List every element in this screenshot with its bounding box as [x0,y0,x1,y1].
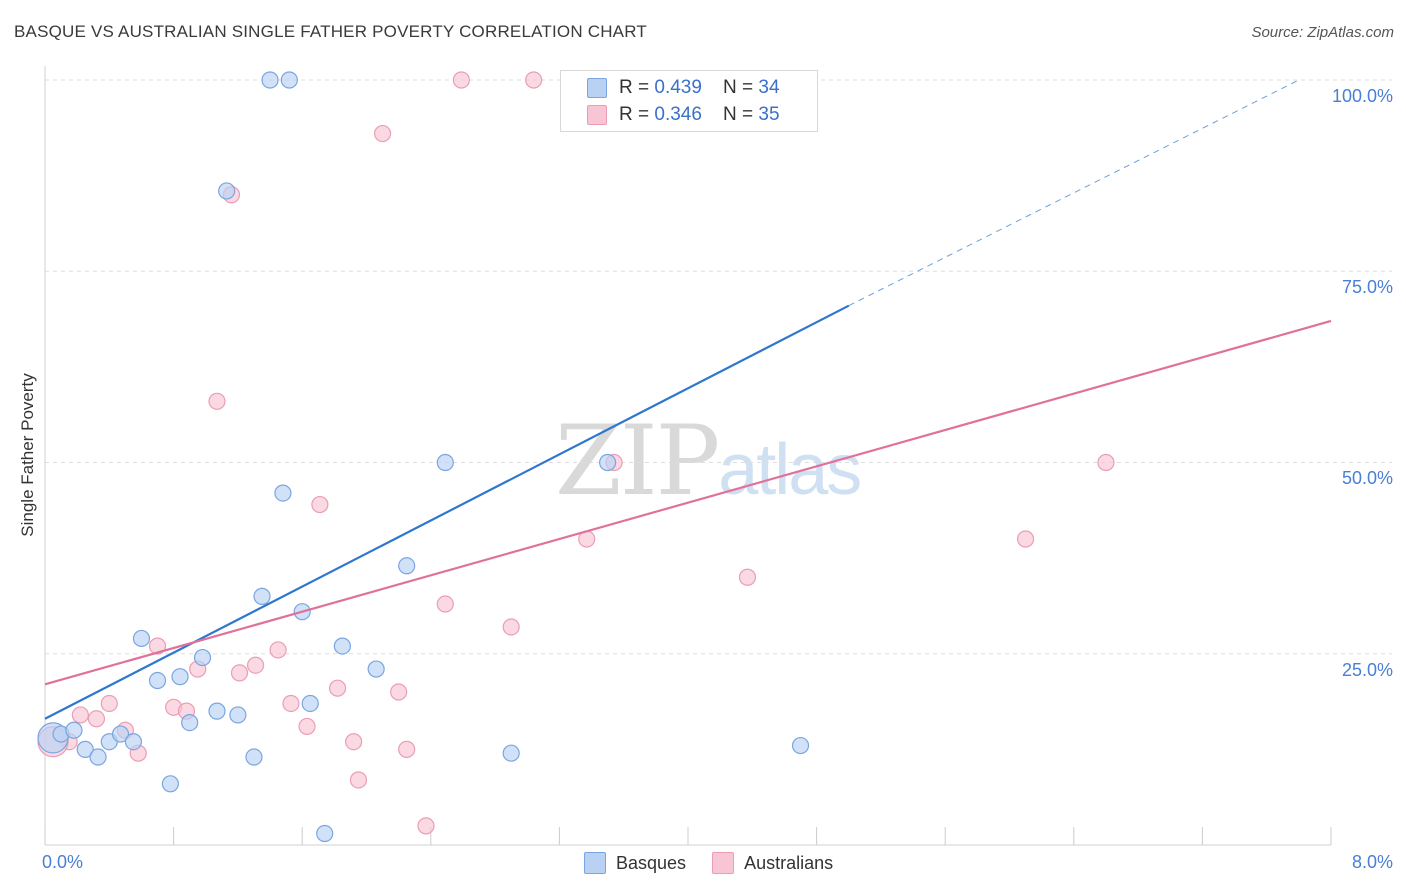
point-basques [65,721,83,739]
legend-n-value: 34 [758,77,780,98]
point-basques [132,629,151,648]
point-basques [367,660,385,678]
point-basques [436,453,454,472]
point-australians [208,392,226,410]
point-basques [398,557,416,575]
point-basques [245,748,263,766]
point-australians [436,595,454,613]
point-australians [100,694,118,713]
point-basques [333,637,351,655]
point-basques [124,733,143,751]
point-basques [229,706,247,724]
x-tick-label-min: 0.0% [42,852,84,872]
legend-swatch-australians [587,105,607,125]
watermark-atlas: atlas [718,430,862,510]
point-basques [148,671,167,690]
legend-n-label: N = [723,77,759,98]
y-tick-label-100: 100.0% [1331,86,1393,106]
source-credit: Source: ZipAtlas.com [1251,24,1394,41]
x-tick-label-max: 8.0% [1351,852,1393,872]
legend-swatch-basques [587,78,607,98]
point-basques [193,648,212,667]
y-tick-label-50: 50.0% [1341,468,1393,488]
point-basques [111,725,130,743]
stats-legend: R = 0.439 N = 34 R = 0.346 N = 35 [560,70,818,132]
point-basques [791,736,810,755]
point-basques [261,71,279,89]
point-australians [373,124,392,143]
legend-n-label: N = [723,104,759,125]
point-australians [87,710,106,728]
point-australians [311,495,329,514]
legend-swatch-australians [712,852,735,874]
point-australians [230,664,249,682]
legend-item-basques[interactable]: Basques [584,852,686,874]
point-basques [316,824,334,843]
point-basques [208,702,226,720]
point-basques [161,775,179,793]
point-australians [738,568,757,586]
watermark-zip: ZIP [555,405,720,517]
legend-label-basques: Basques [616,852,687,873]
watermark: ZIPatlas [555,405,862,517]
point-australians [417,817,435,835]
point-australians [282,694,300,713]
point-australians [452,71,470,89]
point-basques [502,744,520,762]
trendline-extension-basques [848,79,1300,307]
point-australians [1016,530,1035,548]
legend-item-australians[interactable]: Australians [712,852,833,874]
chart-title: BASQUE VS AUSTRALIAN SINGLE FATHER POVER… [14,22,647,41]
trendline-basques [44,304,850,720]
point-basques [171,668,189,686]
legend-swatch-basques [584,852,606,874]
legend-r-label: R = [619,104,655,125]
point-basques [218,182,236,200]
legend-r-value: 0.346 [654,104,702,125]
y-tick-label-75: 75.0% [1341,277,1393,297]
point-basques [76,740,94,758]
point-australians [525,71,543,89]
series-legend: Basques Australians [584,852,859,874]
y-tick-label-25: 25.0% [1341,660,1393,680]
trendline-australians [44,319,1332,686]
point-basques [280,71,298,89]
point-australians [71,706,89,724]
point-australians [1097,453,1115,472]
point-basques [89,748,107,766]
point-australians [398,740,416,758]
point-basques [253,587,271,605]
legend-r-label: R = [619,77,655,98]
point-australians [349,771,368,789]
point-australians [246,656,265,674]
point-australians [269,641,287,659]
legend-label-australians: Australians [744,852,834,873]
legend-r-value: 0.439 [654,77,702,98]
point-basques [181,713,199,732]
point-australians [328,679,347,697]
point-australians [390,683,408,701]
y-axis-label: Single Father Poverty [18,373,37,537]
point-australians [298,717,316,736]
point-basques [301,694,319,713]
point-australians [345,733,363,751]
point-basques [599,453,617,472]
point-australians [148,637,167,655]
legend-n-value: 35 [758,104,780,125]
point-basques [274,484,292,502]
point-australians [502,618,520,636]
